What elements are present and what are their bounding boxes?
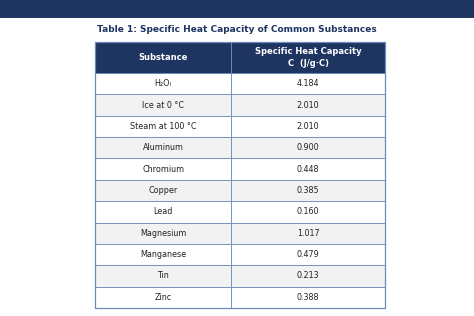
Bar [95, 94, 231, 116]
Text: Ice at 0 °C: Ice at 0 °C [142, 100, 184, 110]
Text: 0.213: 0.213 [297, 271, 319, 281]
Bar [95, 116, 231, 137]
Text: 2.010: 2.010 [297, 100, 319, 110]
Bar [0, 0, 474, 18]
Text: 0.160: 0.160 [297, 207, 319, 216]
Text: 2.010: 2.010 [297, 122, 319, 131]
Bar [231, 158, 385, 180]
Text: Aluminum: Aluminum [143, 143, 183, 152]
Text: 0.479: 0.479 [297, 250, 319, 259]
Text: Tin: Tin [157, 271, 169, 281]
Bar [95, 201, 231, 222]
Bar [231, 222, 385, 244]
Text: 0.448: 0.448 [297, 165, 319, 173]
Text: Lead: Lead [154, 207, 173, 216]
Bar [231, 287, 385, 308]
Bar [231, 137, 385, 158]
Bar [95, 180, 231, 201]
Bar [95, 42, 231, 73]
Bar [231, 244, 385, 265]
Bar [95, 137, 231, 158]
Text: 0.900: 0.900 [297, 143, 319, 152]
Bar [231, 201, 385, 222]
Text: Substance: Substance [138, 53, 188, 62]
Text: 0.388: 0.388 [297, 293, 319, 302]
Text: Manganese: Manganese [140, 250, 186, 259]
Bar [95, 222, 231, 244]
Bar [231, 265, 385, 287]
Bar [95, 265, 231, 287]
Bar [231, 42, 385, 73]
Bar [95, 73, 231, 94]
Text: Copper: Copper [148, 186, 178, 195]
Bar [95, 244, 231, 265]
Text: 1.017: 1.017 [297, 229, 319, 238]
Bar [231, 94, 385, 116]
Text: Table 1: Specific Heat Capacity of Common Substances: Table 1: Specific Heat Capacity of Commo… [97, 26, 377, 34]
Bar [231, 180, 385, 201]
Text: Zinc: Zinc [155, 293, 172, 302]
Text: Specific Heat Capacity
C  (J/g·C): Specific Heat Capacity C (J/g·C) [255, 47, 362, 68]
Text: H₂Oₗ: H₂Oₗ [155, 79, 172, 88]
Bar [95, 158, 231, 180]
Text: Chromium: Chromium [142, 165, 184, 173]
Text: 0.385: 0.385 [297, 186, 319, 195]
Bar [95, 42, 385, 308]
Text: Magnesium: Magnesium [140, 229, 186, 238]
Bar [95, 287, 231, 308]
Text: Steam at 100 °C: Steam at 100 °C [130, 122, 196, 131]
Text: 4.184: 4.184 [297, 79, 319, 88]
Bar [231, 73, 385, 94]
Bar [231, 116, 385, 137]
